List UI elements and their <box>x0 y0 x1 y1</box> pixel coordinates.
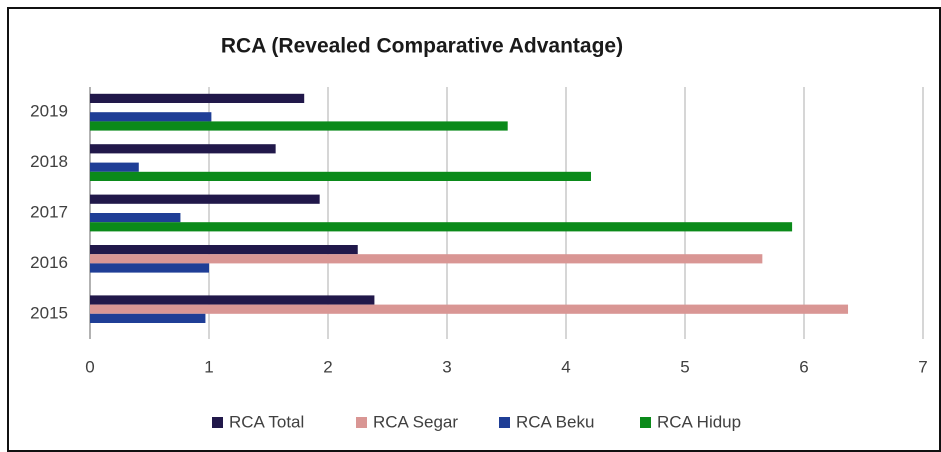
x-tick-label: 6 <box>799 357 808 376</box>
bar <box>90 121 508 131</box>
bar <box>90 222 793 232</box>
bar <box>90 245 358 255</box>
bar <box>90 254 763 264</box>
x-tick-label: 4 <box>561 357 570 376</box>
bar <box>90 194 320 204</box>
x-tick-label: 5 <box>680 357 689 376</box>
y-tick-label: 2018 <box>30 152 68 171</box>
legend-label: RCA Segar <box>373 412 458 431</box>
legend-swatch <box>212 417 223 428</box>
bar <box>90 213 181 223</box>
bar <box>90 313 206 323</box>
bar <box>90 144 276 154</box>
y-tick-label: 2017 <box>30 202 68 221</box>
bar <box>90 295 375 305</box>
bar <box>90 162 139 172</box>
legend-label: RCA Total <box>229 412 304 431</box>
legend-label: RCA Hidup <box>657 412 741 431</box>
chart-title: RCA (Revealed Comparative Advantage) <box>221 35 623 58</box>
bar <box>90 304 849 314</box>
bar <box>90 263 209 273</box>
legend-swatch <box>640 417 651 428</box>
x-tick-label: 2 <box>323 357 332 376</box>
bar <box>90 171 591 181</box>
x-tick-label: 0 <box>85 357 94 376</box>
legend-swatch <box>356 417 367 428</box>
x-tick-label: 7 <box>918 357 927 376</box>
y-tick-label: 2015 <box>30 303 68 322</box>
legend-swatch <box>499 417 510 428</box>
x-tick-label: 1 <box>204 357 213 376</box>
bar <box>90 112 212 122</box>
y-tick-label: 2016 <box>30 253 68 272</box>
y-tick-label: 2019 <box>30 102 68 121</box>
legend-label: RCA Beku <box>516 412 594 431</box>
x-tick-label: 3 <box>442 357 451 376</box>
bar <box>90 93 305 103</box>
